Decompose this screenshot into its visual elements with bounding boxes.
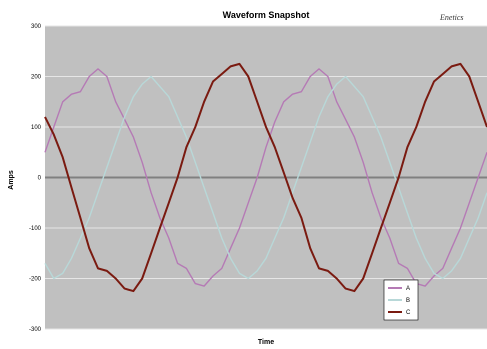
y-tick-label: 300 — [31, 24, 42, 30]
y-tick-label: 100 — [31, 125, 42, 131]
legend-label-c: C — [406, 310, 411, 316]
chart-title: Waveform Snapshot — [223, 10, 310, 20]
y-tick-label: -300 — [29, 327, 42, 333]
series-lines — [44, 62, 487, 293]
legend-label-b: B — [406, 298, 410, 304]
legend-label-a: A — [406, 286, 410, 292]
y-tick-label: -200 — [29, 277, 42, 283]
series-line-a — [44, 68, 487, 287]
series-line-c — [44, 62, 487, 293]
legend: ABC — [383, 279, 419, 321]
y-axis-ticks: 300 200 100 0 -100 -200 -300 — [29, 24, 42, 333]
y-tick-label: -100 — [29, 226, 42, 232]
series-line-b — [44, 75, 487, 280]
x-axis-label: Time — [258, 339, 274, 346]
brand-logo: Enetics — [439, 13, 464, 22]
y-tick-label: 0 — [38, 176, 42, 182]
y-axis-label: Amps — [8, 170, 15, 190]
y-tick-label: 200 — [31, 75, 42, 81]
